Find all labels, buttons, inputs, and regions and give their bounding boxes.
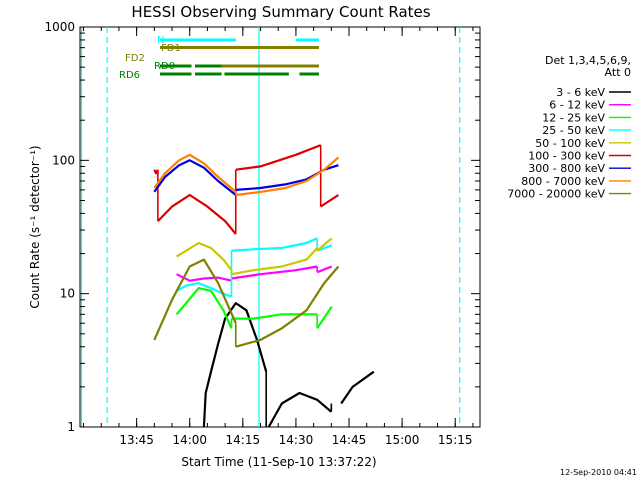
series-line <box>176 282 232 298</box>
legend-label: 7000 - 20000 keV <box>507 188 605 201</box>
legend-label: 800 - 7000 keV <box>521 175 605 188</box>
series-line <box>235 164 339 191</box>
plot-area <box>79 26 481 428</box>
series-line <box>176 241 233 271</box>
series-line <box>267 391 333 427</box>
flag-label-rd0: RD0 <box>154 61 175 72</box>
axes: 13:45 14:00 14:15 14:30 14:45 15:00 15:15 1 10 10… <box>44 20 480 447</box>
series-line <box>202 302 268 427</box>
series-line <box>231 247 319 276</box>
legend-label: 300 - 800 keV <box>528 162 605 175</box>
chart-title: HESSI Observing Summary Count Rates <box>131 3 430 21</box>
series-line <box>153 153 237 193</box>
y-tick-label: 10 <box>60 287 75 301</box>
flag-label-rd6: RD6 <box>119 70 140 81</box>
series-line <box>175 287 233 329</box>
x-tick-label: 14:45 <box>332 433 367 447</box>
x-tick-label: 14:30 <box>279 433 314 447</box>
series-line <box>235 265 340 348</box>
series-line <box>320 194 340 208</box>
x-tick-label: 15:00 <box>385 433 420 447</box>
legend-header-line-2: Att 0 <box>605 66 631 79</box>
y-tick-label: 1000 <box>44 20 75 34</box>
series-line <box>235 144 322 171</box>
x-tick-label: 15:15 <box>438 433 473 447</box>
legend-label: 6 - 12 keV <box>549 99 605 112</box>
series-line <box>153 159 237 196</box>
series-line <box>231 265 318 280</box>
series-line <box>231 237 318 252</box>
legend-label: 25 - 50 keV <box>542 124 605 137</box>
legend-label: 12 - 25 keV <box>542 111 605 124</box>
y-tick-label: 1 <box>67 420 75 434</box>
x-tick-label: 14:00 <box>172 433 207 447</box>
plot-series <box>80 27 461 427</box>
series-line <box>316 305 333 329</box>
flag-label-n: N <box>157 35 164 46</box>
flag-label-fd1: FD1 <box>161 43 181 54</box>
y-tick-label: 100 <box>52 153 75 167</box>
legend-label: 3 - 6 keV <box>556 86 605 99</box>
legend-label: 50 - 100 keV <box>535 137 605 150</box>
flag-label-fd2: FD2 <box>125 53 145 64</box>
x-tick-label: 13:45 <box>119 433 154 447</box>
series-line <box>316 237 333 252</box>
x-axis-label: Start Time (11-Sep-10 13:37:22) <box>181 455 376 469</box>
series-line <box>316 265 333 274</box>
y-axis-label: Count Rate (s⁻¹ detector⁻¹) <box>28 145 42 308</box>
timestamp: 12-Sep-2010 04:41 <box>560 468 637 477</box>
legend-label: 100 - 300 keV <box>528 150 605 163</box>
series-line <box>235 156 340 197</box>
legend-header-line-1: Det 1,3,4,5,6,9, <box>545 54 631 67</box>
series-line <box>153 258 237 341</box>
series-line <box>231 313 318 320</box>
series-line <box>157 193 237 235</box>
x-tick-label: 14:15 <box>226 433 261 447</box>
series-line <box>176 273 232 282</box>
series-line <box>340 370 375 405</box>
